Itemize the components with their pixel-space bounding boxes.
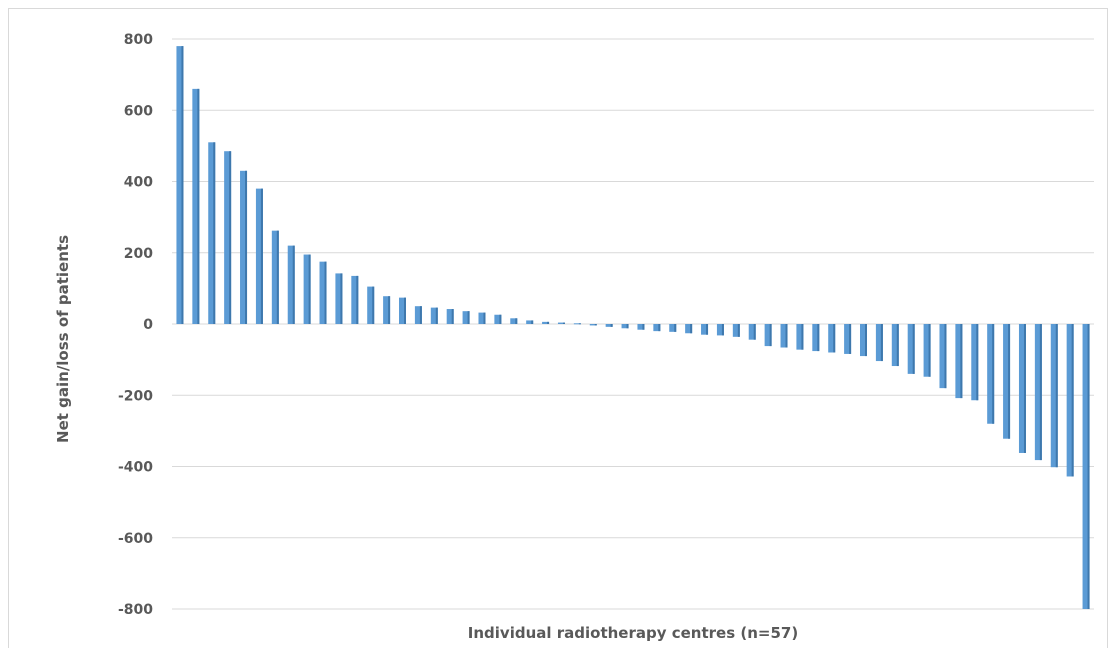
bar (414, 306, 422, 324)
bar (240, 170, 248, 324)
bar (510, 318, 518, 324)
bar (732, 324, 740, 337)
bar (303, 254, 311, 324)
bar (319, 261, 327, 324)
bar (1066, 324, 1074, 477)
bar (701, 324, 709, 335)
bar (557, 322, 565, 324)
y-tick-label: -200 (118, 388, 153, 404)
chart-frame (8, 8, 1108, 648)
bar (255, 188, 263, 324)
bar (844, 324, 852, 354)
bar (589, 324, 597, 326)
y-tick-label: -600 (118, 531, 153, 547)
bar (208, 142, 216, 324)
bar (605, 324, 613, 327)
bar (192, 88, 200, 324)
bar (573, 323, 581, 325)
bar (224, 151, 232, 324)
bar (748, 324, 756, 340)
bar (653, 324, 661, 332)
bar (637, 324, 645, 330)
bar (875, 324, 883, 362)
y-tick-label: 0 (143, 317, 153, 333)
bar (176, 46, 184, 324)
bar (526, 320, 534, 324)
bar (399, 297, 406, 324)
bar (764, 324, 772, 347)
bar (462, 311, 470, 324)
bar (430, 307, 438, 324)
x-axis-title: Individual radiotherapy centres (n=57) (468, 624, 798, 642)
bar (955, 324, 963, 399)
bar (828, 324, 836, 353)
y-tick-label: 200 (124, 246, 153, 262)
bar (351, 275, 359, 324)
y-tick-label: -400 (118, 460, 153, 476)
bar (367, 286, 375, 324)
bar (446, 309, 454, 324)
bar (860, 324, 867, 357)
bar (971, 324, 979, 401)
bar (939, 324, 947, 389)
bar (542, 321, 550, 324)
bars (176, 46, 1090, 609)
y-tick-label: 800 (124, 32, 153, 48)
y-tick-label: 600 (124, 103, 153, 119)
bar (478, 312, 486, 324)
bar (812, 324, 820, 352)
bar (383, 296, 391, 324)
bar (287, 245, 295, 324)
bar (796, 324, 804, 350)
y-tick-label: -800 (118, 602, 153, 618)
bar (1003, 324, 1011, 439)
bar (1082, 324, 1090, 609)
bar (987, 324, 995, 424)
bar (669, 324, 677, 332)
bar (621, 324, 629, 329)
bar (1034, 324, 1042, 461)
y-axis-ticks: 800 600 400 200 0 -200 -400 -600 -800 (118, 32, 153, 618)
y-tick-label: 400 (124, 175, 153, 191)
bar (891, 324, 899, 367)
bar (335, 273, 343, 324)
bar (271, 230, 279, 324)
bar (494, 314, 502, 324)
bar (685, 324, 693, 334)
bar (716, 324, 724, 336)
bar (780, 324, 788, 348)
y-axis-title: Net gain/loss of patients (54, 235, 72, 443)
bar (1050, 324, 1058, 468)
bar (923, 324, 931, 377)
bar (1018, 324, 1026, 453)
bar (907, 324, 915, 374)
